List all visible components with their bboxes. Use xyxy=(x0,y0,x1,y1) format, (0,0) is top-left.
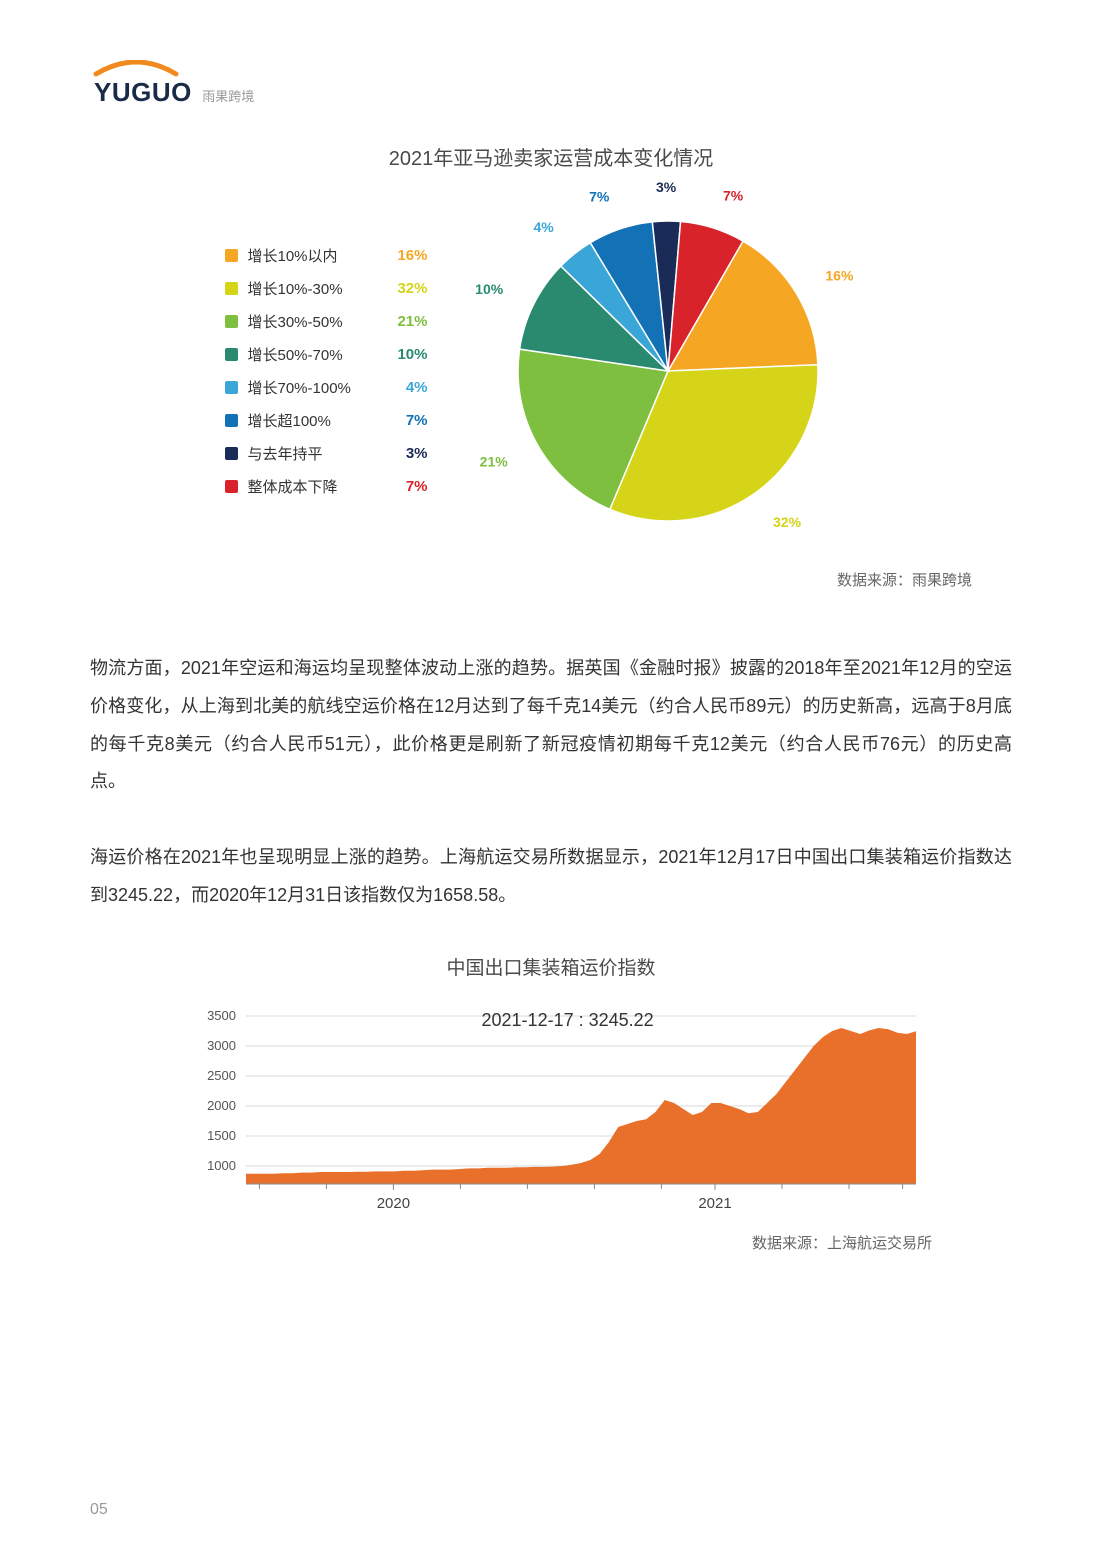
x-tick-label: 2021 xyxy=(698,1195,731,1212)
pie-slice-label: 3% xyxy=(655,179,676,195)
area-source: 数据来源：上海航运交易所 xyxy=(90,1232,1012,1253)
logo-arc-icon xyxy=(90,60,182,93)
legend-label: 增长10%-30% xyxy=(248,278,368,299)
legend-percent: 16% xyxy=(378,247,428,264)
legend-swatch xyxy=(225,249,238,262)
legend-percent: 21% xyxy=(378,313,428,330)
legend-label: 整体成本下降 xyxy=(248,476,368,497)
pie-chart: 16%32%21%10%4%7%3%7% xyxy=(458,191,878,551)
legend-label: 增长70%-100% xyxy=(248,377,368,398)
legend-swatch xyxy=(225,381,238,394)
legend-item: 增长10%以内 16% xyxy=(225,245,428,266)
brand-sub: 雨果跨境 xyxy=(202,89,254,104)
legend-swatch xyxy=(225,447,238,460)
y-tick-label: 3500 xyxy=(207,1008,236,1023)
legend-percent: 3% xyxy=(378,445,428,462)
legend-label: 增长超100% xyxy=(248,410,368,431)
pie-slice-label: 21% xyxy=(479,453,508,469)
legend-item: 增长70%-100% 4% xyxy=(225,377,428,398)
legend-percent: 10% xyxy=(378,346,428,363)
legend-item: 增长30%-50% 21% xyxy=(225,311,428,332)
pie-slice-label: 10% xyxy=(475,281,504,297)
legend-item: 增长10%-30% 32% xyxy=(225,278,428,299)
pie-slice-label: 4% xyxy=(533,219,554,235)
brand-text: YUGUO 雨果跨境 xyxy=(94,77,1012,108)
legend-item: 增长超100% 7% xyxy=(225,410,428,431)
legend-percent: 7% xyxy=(378,478,428,495)
paragraph-1: 物流方面，2021年空运和海运均呈现整体波动上涨的趋势。据英国《金融时报》披露的… xyxy=(90,650,1012,801)
legend-swatch xyxy=(225,348,238,361)
pie-chart-section: 增长10%以内 16% 增长10%-30% 32% 增长30%-50% 21% 增长50%-… xyxy=(90,191,1012,551)
legend-label: 增长50%-70% xyxy=(248,344,368,365)
pie-slice-label: 7% xyxy=(589,189,610,205)
legend-swatch xyxy=(225,414,238,427)
legend-swatch xyxy=(225,480,238,493)
area-chart-title: 中国出口集装箱运价指数 xyxy=(90,953,1012,980)
area-chart: 1000 1500 2000 2500 3000 3500 2020 2021 2021-12-… xyxy=(166,994,936,1224)
pie-legend: 增长10%以内 16% 增长10%-30% 32% 增长30%-50% 21% 增长50%-… xyxy=(225,245,428,497)
legend-percent: 32% xyxy=(378,280,428,297)
y-tick-label: 2000 xyxy=(207,1098,236,1113)
legend-swatch xyxy=(225,315,238,328)
legend-percent: 4% xyxy=(378,379,428,396)
pie-slice-label: 32% xyxy=(773,514,802,530)
legend-item: 与去年持平 3% xyxy=(225,443,428,464)
legend-label: 与去年持平 xyxy=(248,443,368,464)
x-tick-label: 2020 xyxy=(377,1195,410,1212)
y-tick-label: 2500 xyxy=(207,1068,236,1083)
pie-slice-label: 7% xyxy=(723,187,744,203)
paragraph-2: 海运价格在2021年也呈现明显上涨的趋势。上海航运交易所数据显示，2021年12… xyxy=(90,839,1012,915)
legend-item: 增长50%-70% 10% xyxy=(225,344,428,365)
pie-chart-title: 2021年亚马逊卖家运营成本变化情况 xyxy=(90,142,1012,171)
y-tick-label: 3000 xyxy=(207,1038,236,1053)
y-tick-label: 1500 xyxy=(207,1128,236,1143)
area-annotation: 2021-12-17 : 3245.22 xyxy=(482,1010,654,1030)
legend-label: 增长10%以内 xyxy=(248,245,368,266)
pie-slice-label: 16% xyxy=(825,268,854,284)
legend-percent: 7% xyxy=(378,412,428,429)
legend-item: 整体成本下降 7% xyxy=(225,476,428,497)
legend-label: 增长30%-50% xyxy=(248,311,368,332)
legend-swatch xyxy=(225,282,238,295)
pie-source: 数据来源：雨果跨境 xyxy=(90,569,1012,590)
y-tick-label: 1000 xyxy=(207,1158,236,1173)
page-number: 05 xyxy=(90,1501,108,1519)
